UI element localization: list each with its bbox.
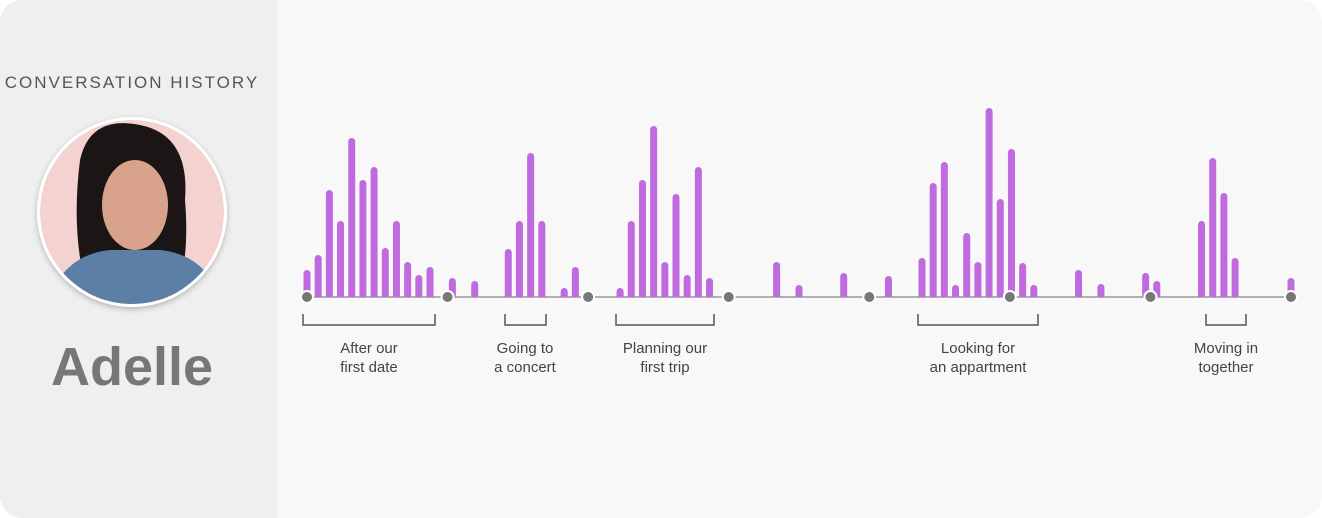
period-label: an appartment — [930, 359, 1028, 376]
bar — [471, 281, 479, 297]
bar — [840, 273, 848, 297]
bar — [359, 180, 367, 297]
period-label: Looking for — [941, 340, 1015, 357]
bar — [627, 221, 635, 297]
bar — [661, 262, 669, 297]
bar — [392, 221, 400, 297]
bar — [348, 138, 356, 297]
bar — [504, 249, 512, 297]
bar — [325, 190, 333, 297]
bar — [1007, 149, 1015, 297]
bar — [884, 276, 892, 297]
brackets — [302, 314, 1247, 326]
contact-name: Adelle — [50, 337, 214, 397]
bar — [1019, 263, 1027, 297]
bar — [1097, 284, 1105, 297]
bar — [996, 199, 1004, 297]
bar — [773, 262, 781, 297]
bar — [638, 180, 646, 297]
bar — [918, 258, 926, 297]
bar — [314, 255, 322, 297]
period-label: first date — [340, 359, 398, 376]
timeline-node — [1143, 290, 1158, 304]
bar — [571, 267, 579, 297]
bar — [381, 248, 389, 297]
sidebar-title: CONVERSATION HISTORY — [4, 73, 260, 92]
bar — [527, 153, 535, 297]
period-label: Planning our — [623, 340, 707, 357]
timeline-node — [581, 290, 596, 304]
bar — [952, 285, 960, 297]
bar — [795, 285, 803, 297]
bar — [1220, 193, 1228, 297]
bar — [426, 267, 434, 297]
timeline-node — [721, 290, 736, 304]
bar — [985, 108, 993, 297]
timeline-node — [862, 290, 877, 304]
timeline-node — [1284, 290, 1298, 304]
bar — [963, 233, 971, 297]
period-label: Going to — [497, 340, 554, 357]
bar — [1075, 270, 1083, 297]
timeline-node — [300, 290, 314, 304]
bar — [560, 288, 568, 297]
bar — [404, 262, 412, 297]
bar — [706, 278, 714, 297]
bar — [515, 221, 523, 297]
bar — [672, 194, 680, 297]
sidebar: CONVERSATION HISTORY Adelle — [0, 0, 277, 518]
timeline-node — [440, 290, 455, 304]
period-label: first trip — [640, 359, 689, 376]
bar — [538, 221, 546, 297]
bar — [1030, 285, 1038, 297]
bar — [694, 167, 702, 297]
bar — [1209, 158, 1217, 297]
bar — [974, 262, 982, 297]
bar — [940, 162, 948, 297]
period-label: a concert — [494, 359, 557, 376]
bar — [370, 167, 378, 297]
timeline-node — [1002, 290, 1017, 304]
bar — [683, 275, 691, 297]
period-label: together — [1198, 359, 1253, 376]
bar — [1198, 221, 1206, 297]
bar — [1231, 258, 1239, 297]
period-label: Moving in — [1194, 340, 1258, 357]
bar — [616, 288, 624, 297]
bar — [650, 126, 658, 297]
period-label: After our — [340, 340, 398, 357]
bar — [337, 221, 345, 297]
bar — [415, 275, 423, 297]
bar — [929, 183, 937, 297]
